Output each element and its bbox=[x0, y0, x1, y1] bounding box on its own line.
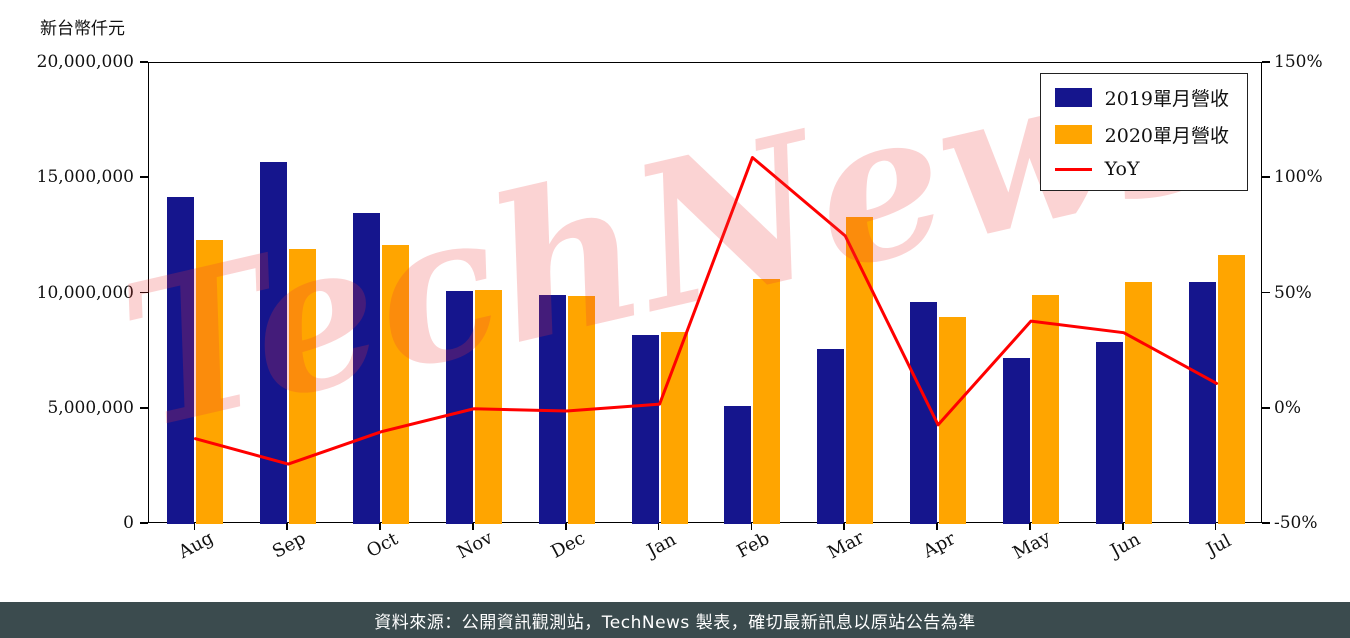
x-axis-month-label: Nov bbox=[453, 527, 497, 564]
x-axis-tick bbox=[750, 523, 753, 530]
right-axis-tick bbox=[1262, 522, 1270, 524]
legend-item-3: YoY bbox=[1054, 158, 1229, 180]
x-axis-tick bbox=[1214, 523, 1217, 530]
x-axis-tick bbox=[1029, 523, 1031, 530]
left-axis-tick bbox=[140, 522, 148, 524]
legend-item-1: 2019單月營收 bbox=[1054, 84, 1229, 111]
legend-label: 2019單月營收 bbox=[1104, 88, 1229, 110]
bar-2019單月營收-Oct bbox=[353, 212, 381, 524]
legend-label: YoY bbox=[1104, 158, 1140, 180]
x-axis-tick bbox=[472, 523, 474, 530]
legend-item-2: 2020單月營收 bbox=[1054, 121, 1229, 148]
left-axis-tick bbox=[140, 291, 148, 294]
right-axis-tick-label: 50% bbox=[1274, 282, 1312, 303]
left-axis-tick-label: 10,000,000 bbox=[36, 282, 134, 303]
x-axis-month-label: May bbox=[1009, 526, 1054, 564]
y-axis-unit-label: 新台幣仟元 bbox=[40, 19, 125, 39]
x-axis-tick bbox=[379, 523, 381, 530]
yoy-line-layer bbox=[193, 156, 1219, 466]
x-axis-tick bbox=[286, 523, 289, 530]
bar-2020單月營收-Sep bbox=[289, 248, 317, 524]
x-axis-month-label: Apr bbox=[919, 528, 959, 563]
bar-2020單月營收-May bbox=[1031, 294, 1059, 524]
left-axis-tick-label: 0 bbox=[123, 513, 134, 533]
x-axis-month-label: Dec bbox=[547, 527, 589, 563]
left-axis-tick bbox=[140, 176, 148, 179]
left-axis-tick-label: 5,000,000 bbox=[47, 397, 134, 418]
x-axis-month-label: Aug bbox=[175, 527, 218, 564]
right-axis-tick-label: 100% bbox=[1274, 167, 1323, 188]
bar-2020單月營收-Oct bbox=[382, 245, 410, 524]
x-axis-month-label: Oct bbox=[363, 528, 402, 563]
bar-2020單月營收-Feb bbox=[753, 278, 781, 524]
left-axis-tick bbox=[140, 406, 148, 409]
legend-line-swatch bbox=[1054, 167, 1092, 171]
legend-label: 2020單月營收 bbox=[1104, 125, 1229, 147]
x-axis-month-label: Jan bbox=[643, 529, 680, 562]
x-axis-tick bbox=[936, 523, 938, 530]
x-axis-tick bbox=[657, 523, 660, 530]
right-axis-tick-label: -50% bbox=[1274, 513, 1318, 533]
bar-2019單月營收-Jan bbox=[631, 334, 659, 524]
bar-2020單月營收-Nov bbox=[474, 290, 502, 524]
x-axis-tick bbox=[1121, 523, 1124, 530]
yoy-line bbox=[193, 156, 1219, 466]
left-axis-tick-label: 15,000,000 bbox=[36, 167, 134, 188]
bar-2019單月營收-Nov bbox=[445, 291, 473, 524]
bar-2019單月營收-Mar bbox=[817, 348, 845, 524]
right-axis-tick-label: 0% bbox=[1274, 397, 1301, 418]
right-axis-tick bbox=[1262, 291, 1270, 294]
x-axis-month-label: Jun bbox=[1106, 528, 1144, 562]
legend-color-swatch bbox=[1054, 88, 1092, 107]
x-axis-tick bbox=[564, 523, 567, 530]
x-axis-tick bbox=[843, 523, 846, 530]
x-axis-month-label: Mar bbox=[824, 527, 868, 564]
bar-2020單月營收-Jun bbox=[1124, 281, 1152, 524]
bar-2020單月營收-Aug bbox=[196, 240, 224, 524]
left-axis-tick-label: 20,000,000 bbox=[36, 52, 134, 72]
footer-source-note: 資料來源：公開資訊觀測站，TechNews 製表，確切最新訊息以原站公告為準 bbox=[0, 602, 1350, 638]
bar-2019單月營收-May bbox=[1002, 358, 1030, 524]
bar-2019單月營收-Jul bbox=[1188, 281, 1216, 524]
left-axis-tick bbox=[140, 61, 148, 63]
right-axis-tick-label: 150% bbox=[1274, 52, 1323, 72]
bar-2019單月營收-Feb bbox=[724, 406, 752, 524]
legend-color-swatch bbox=[1054, 125, 1092, 144]
x-axis-month-label: Jul bbox=[1202, 530, 1235, 561]
legend: 2019單月營收 2020單月營收 YoY bbox=[1039, 73, 1248, 191]
x-axis-tick bbox=[193, 523, 196, 530]
x-axis-month-label: Sep bbox=[269, 527, 310, 563]
bar-2020單月營收-Jul bbox=[1217, 255, 1245, 524]
bar-2019單月營收-Jun bbox=[1095, 341, 1123, 524]
bar-2019單月營收-Aug bbox=[167, 196, 195, 524]
right-axis-tick bbox=[1262, 61, 1270, 63]
x-axis-month-label: Feb bbox=[733, 528, 774, 563]
plot-area: 2019單月營收 2020單月營收 YoY bbox=[148, 62, 1262, 524]
right-axis-tick bbox=[1262, 176, 1270, 179]
right-axis-tick bbox=[1262, 406, 1270, 409]
